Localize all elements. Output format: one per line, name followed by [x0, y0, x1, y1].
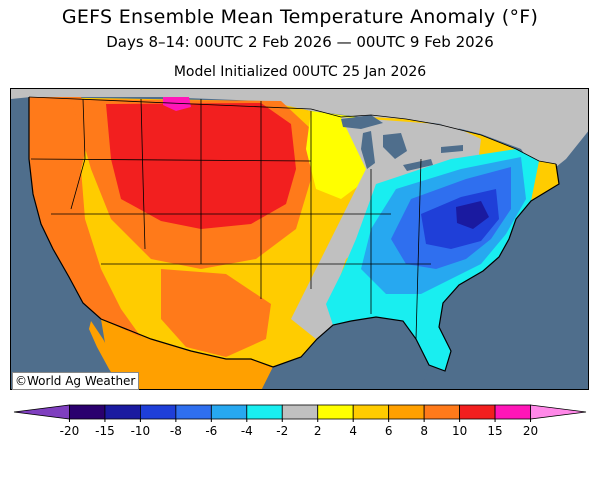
legend-swatch: [423, 404, 460, 420]
lake-michigan: [361, 131, 375, 169]
west-coast-warm: [29, 97, 141, 337]
border-canada: [28, 96, 312, 110]
border-canada-east: [310, 108, 557, 165]
gulf-of-mexico: [262, 317, 429, 389]
anomaly-map-svg: [11, 89, 588, 389]
legend-swatch: [459, 404, 496, 420]
model-init-time: Model Initialized 00UTC 25 Jan 2026: [173, 64, 427, 80]
legend-swatch: [13, 404, 70, 420]
legend-swatch: [494, 404, 531, 420]
lake-superior: [341, 115, 383, 129]
southwest-warm: [161, 269, 271, 357]
mid-atlantic-cold-pocket: [456, 201, 489, 229]
credit-label: ©World Ag Weather: [12, 372, 140, 390]
florida: [416, 339, 451, 371]
canada-land: [11, 89, 588, 179]
legend-label: -8: [170, 424, 182, 438]
coastline-west: [28, 97, 274, 368]
legend-label: 15: [487, 424, 502, 438]
forecast-period: Days 8–14: 00UTC 2 Feb 2026 — 00UTC 9 Fe…: [106, 33, 494, 51]
legend-label: 4: [349, 424, 357, 438]
legend-swatch: [317, 404, 354, 420]
legend-swatch: [246, 404, 283, 420]
anomaly-map: [10, 88, 589, 390]
legend-label: -2: [276, 424, 288, 438]
lake-ontario: [441, 145, 463, 153]
legend-label: -10: [131, 424, 151, 438]
coastline-east: [272, 163, 560, 372]
border-mountain: [140, 98, 146, 250]
legend-swatch: [139, 404, 177, 420]
legend-label: 8: [420, 424, 428, 438]
legend-label: 2: [314, 424, 322, 438]
legend-swatch: [352, 404, 390, 420]
legend-label: -15: [95, 424, 115, 438]
coastlines: [28, 97, 560, 372]
color-legend: -20 -15 -10 -8 -6 -4 -2 2 4 6 8 10 15 20: [13, 404, 587, 438]
map-title: GEFS Ensemble Mean Temperature Anomaly (…: [61, 6, 539, 28]
legend-swatch: [175, 404, 212, 420]
legend-swatches: [13, 404, 587, 420]
legend-swatch: [530, 404, 587, 420]
legend-label: -4: [241, 424, 253, 438]
legend-swatch: [210, 404, 248, 420]
legend-swatch: [104, 404, 141, 420]
border-lat-1: [30, 158, 312, 162]
north-hotspot: [163, 97, 191, 111]
lake-erie: [403, 159, 433, 171]
legend-label: 20: [523, 424, 538, 438]
legend-swatch: [281, 404, 319, 420]
legend-swatch: [69, 404, 106, 420]
lake-huron: [383, 133, 407, 159]
legend-label: -20: [60, 424, 80, 438]
state-borders: [28, 96, 557, 340]
legend-labels: -20 -15 -10 -8 -6 -4 -2 2 4 6 8 10 15 20: [60, 419, 538, 438]
legend-label: 10: [452, 424, 467, 438]
border-southeast: [415, 158, 422, 340]
legend-label: 6: [385, 424, 393, 438]
legend-swatch: [388, 404, 425, 420]
legend-label: -6: [205, 424, 217, 438]
